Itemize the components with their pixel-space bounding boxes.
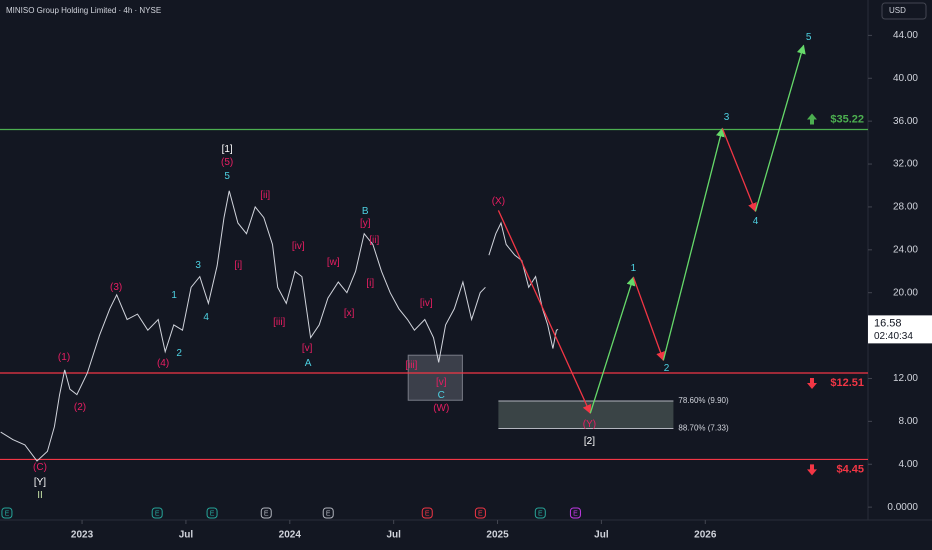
wave-label: [y] [360, 218, 371, 229]
x-tick-label: Jul [386, 530, 401, 541]
wave-label: 2 [176, 348, 182, 359]
level-label: $35.22 [830, 113, 864, 125]
event-icon [260, 507, 272, 519]
wave-label: 5 [224, 171, 230, 182]
wave-label: (X) [492, 196, 505, 207]
wave-label: (2) [74, 402, 86, 413]
event-label: E [326, 510, 331, 517]
currency-box [881, 2, 927, 20]
wave-label: 3 [195, 260, 201, 271]
x-tick-label: Jul [179, 530, 194, 541]
wave-label: A [305, 358, 312, 369]
wave-label: [w] [327, 257, 340, 268]
wave-label: [x] [344, 308, 355, 319]
y-tick-label: 12.00 [893, 373, 918, 384]
wave-label: [v] [302, 343, 313, 354]
currency: USD [889, 6, 906, 15]
fib-label: 78.60% (9.90) [678, 396, 729, 405]
wave-label: [iv] [292, 241, 305, 252]
y-tick-label: 28.00 [893, 202, 918, 213]
wave-label: (W) [433, 403, 449, 414]
event-icon [206, 507, 218, 519]
wave-label: [1] [222, 144, 233, 155]
event-label: E [5, 510, 10, 517]
event-icon [569, 507, 581, 519]
wave-label: [i] [366, 278, 374, 289]
event-label: E [155, 510, 160, 517]
wave-label: [ii] [260, 190, 270, 201]
event-label: E [264, 510, 269, 517]
level-label: $12.51 [830, 377, 864, 389]
wave-label: 5 [806, 32, 812, 43]
y-tick-label: 4.00 [899, 459, 919, 470]
event-label: E [425, 510, 430, 517]
wave-label: [iii] [405, 360, 417, 371]
wave-label: [ii] [369, 235, 379, 246]
wave-label: (4) [157, 358, 169, 369]
y-tick-label: 20.00 [893, 287, 918, 298]
fib-label: 88.70% (7.33) [678, 424, 729, 433]
level-arrow [807, 378, 817, 390]
wave-label: 3 [724, 112, 730, 123]
x-tick-label: 2023 [71, 530, 94, 541]
projection-arrow [754, 44, 806, 212]
x-tick-label: 2025 [486, 530, 509, 541]
last-price: 16.58 [874, 317, 902, 329]
x-tick-label: Jul [594, 530, 609, 541]
event-icon [421, 507, 433, 519]
wave-label: 4 [203, 312, 209, 323]
y-tick-label: 0.0000 [887, 502, 918, 513]
projection-arrow [632, 277, 665, 362]
projection-arrow [589, 276, 636, 414]
x-tick-label: 2024 [279, 530, 302, 541]
wave-label: 4 [753, 216, 759, 227]
price-line [0, 190, 559, 462]
event-icon [474, 507, 486, 519]
wave-label: [v] [436, 377, 447, 388]
y-tick-label: 44.00 [893, 30, 918, 41]
level-arrow [807, 113, 817, 125]
y-tick-label: 8.00 [899, 416, 919, 427]
event-label: E [538, 510, 543, 517]
y-tick-label: 24.00 [893, 244, 918, 255]
wave-label: (3) [110, 282, 122, 293]
wave-label: 1 [171, 290, 177, 301]
event-label: E [210, 510, 215, 517]
event-icon [1, 507, 13, 519]
chart-title: MINISO Group Holding Limited · 4h · NYSE [6, 6, 161, 15]
wave-label: (C) [33, 462, 47, 473]
zone [407, 354, 463, 401]
wave-label: (1) [58, 352, 70, 363]
wave-label: II [37, 490, 43, 501]
wave-label: [Y] [34, 477, 46, 488]
projection-arrow [662, 127, 725, 361]
level-arrow [807, 464, 817, 476]
wave-label: B [362, 206, 369, 217]
y-tick-label: 32.00 [893, 159, 918, 170]
event-icon [534, 507, 546, 519]
wave-label: [2] [584, 436, 595, 447]
level-label: $4.45 [836, 463, 864, 475]
y-tick-label: 36.00 [893, 116, 918, 127]
y-tick-label: 40.00 [893, 73, 918, 84]
event-icon [322, 507, 334, 519]
event-label: E [478, 510, 483, 517]
wave-label: 2 [664, 363, 670, 374]
x-tick-label: 2026 [694, 530, 717, 541]
event-label: E [573, 510, 578, 517]
wave-label: (Y) [583, 419, 596, 430]
wave-label: [iv] [420, 298, 433, 309]
countdown: 02:40:34 [874, 331, 913, 342]
wave-label: 1 [631, 263, 637, 274]
event-icon [151, 507, 163, 519]
wave-label: (5) [221, 157, 233, 168]
wave-label: [iii] [273, 317, 285, 328]
wave-label: [i] [234, 260, 242, 271]
last-price-tag [868, 315, 932, 344]
wave-label: C [438, 390, 445, 401]
projection-arrow [497, 210, 592, 415]
projection-arrow [721, 128, 757, 213]
